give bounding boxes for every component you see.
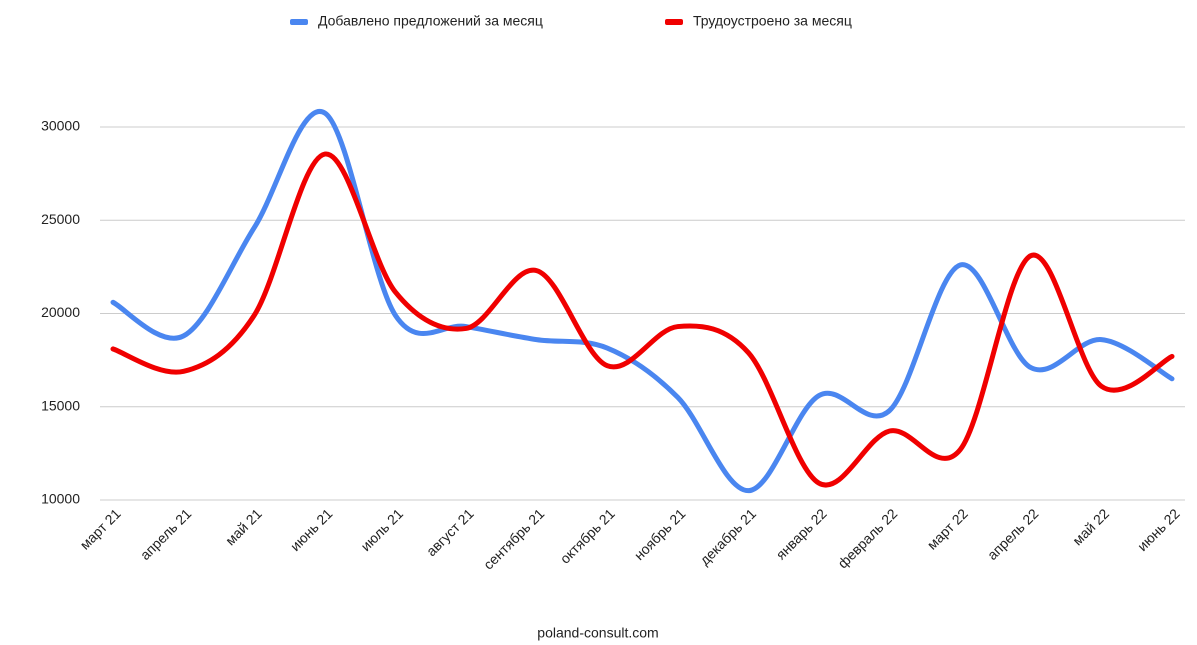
x-tick-label: август 21 bbox=[423, 505, 477, 559]
x-tick-label: октябрь 21 bbox=[557, 505, 618, 566]
x-tick-label: ноябрь 21 bbox=[631, 505, 689, 563]
y-tick-label: 15000 bbox=[41, 397, 80, 413]
x-tick-label: декабрь 21 bbox=[696, 505, 759, 568]
y-tick-label: 25000 bbox=[41, 211, 80, 227]
x-tick-label: июнь 21 bbox=[287, 505, 336, 554]
y-tick-label: 10000 bbox=[41, 491, 80, 507]
x-tick-label: июнь 22 bbox=[1134, 505, 1183, 554]
legend-label: Добавлено предложений за месяц bbox=[318, 13, 543, 29]
x-tick-label: февраль 22 bbox=[834, 505, 900, 571]
x-tick-label: январь 22 bbox=[773, 505, 830, 562]
x-tick-label: апрель 22 bbox=[984, 505, 1042, 563]
series-line bbox=[110, 109, 1175, 494]
x-tick-label: сентябрь 21 bbox=[480, 505, 547, 572]
legend-swatch bbox=[290, 19, 308, 25]
legend-swatch bbox=[665, 19, 683, 25]
x-tick-label: май 22 bbox=[1069, 505, 1112, 548]
x-tick-label: март 21 bbox=[77, 505, 124, 552]
footer: poland-consult.com bbox=[537, 625, 658, 641]
y-tick-label: 30000 bbox=[41, 118, 80, 134]
y-tick-label: 20000 bbox=[41, 304, 80, 320]
x-tick-label: июль 21 bbox=[357, 505, 406, 554]
legend-label: Трудоустроено за месяц bbox=[693, 13, 852, 29]
x-tick-label: апрель 21 bbox=[137, 505, 195, 563]
x-tick-label: май 21 bbox=[222, 505, 265, 548]
series-line bbox=[110, 151, 1175, 488]
x-tick-label: март 22 bbox=[924, 505, 971, 552]
